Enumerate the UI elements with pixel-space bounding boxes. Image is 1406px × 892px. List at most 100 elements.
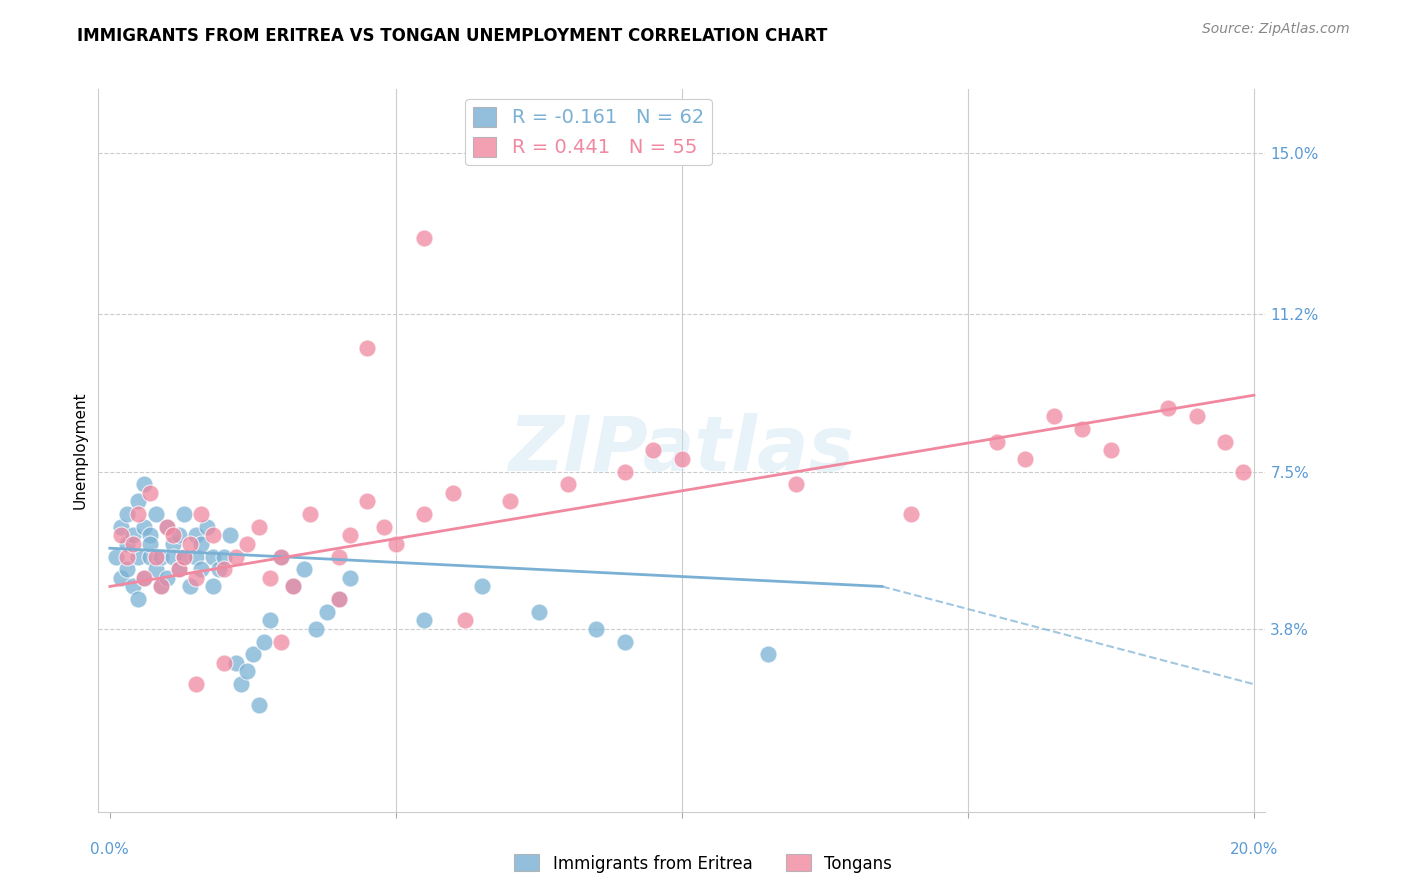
Point — [328, 549, 350, 564]
Point — [145, 549, 167, 564]
Point — [214, 549, 236, 564]
Point — [201, 549, 224, 564]
Point — [167, 562, 190, 576]
Text: Source: ZipAtlas.com: Source: ZipAtlas.com — [1202, 22, 1350, 37]
Point — [139, 549, 162, 564]
Point — [281, 579, 304, 593]
Point — [115, 549, 138, 564]
Point — [585, 622, 607, 636]
Point — [110, 528, 132, 542]
Point — [339, 528, 361, 542]
Point — [139, 528, 162, 542]
Point — [292, 562, 315, 576]
Point — [184, 571, 207, 585]
Point — [214, 656, 236, 670]
Point — [162, 537, 184, 551]
Point — [179, 537, 201, 551]
Point — [173, 507, 195, 521]
Point — [127, 494, 149, 508]
Point — [195, 520, 218, 534]
Point — [499, 494, 522, 508]
Legend: Immigrants from Eritrea, Tongans: Immigrants from Eritrea, Tongans — [508, 847, 898, 880]
Point — [413, 614, 436, 628]
Point — [316, 605, 339, 619]
Point — [1215, 434, 1237, 449]
Point — [139, 537, 162, 551]
Point — [613, 634, 636, 648]
Point — [184, 677, 207, 691]
Y-axis label: Unemployment: Unemployment — [72, 392, 87, 509]
Point — [201, 579, 224, 593]
Point — [190, 562, 212, 576]
Point — [156, 520, 179, 534]
Point — [173, 549, 195, 564]
Point — [134, 571, 156, 585]
Point — [373, 520, 395, 534]
Point — [242, 648, 264, 662]
Point — [110, 520, 132, 534]
Point — [441, 486, 464, 500]
Point — [167, 528, 190, 542]
Point — [356, 342, 378, 356]
Point — [214, 562, 236, 576]
Point — [145, 507, 167, 521]
Point — [1157, 401, 1180, 415]
Point — [231, 677, 253, 691]
Point — [156, 520, 179, 534]
Point — [115, 537, 138, 551]
Point — [259, 614, 281, 628]
Point — [643, 443, 665, 458]
Text: 20.0%: 20.0% — [1230, 842, 1278, 857]
Point — [207, 562, 229, 576]
Point — [225, 656, 247, 670]
Point — [1099, 443, 1122, 458]
Legend: R = -0.161   N = 62, R = 0.441   N = 55: R = -0.161 N = 62, R = 0.441 N = 55 — [465, 99, 711, 165]
Point — [471, 579, 494, 593]
Point — [385, 537, 408, 551]
Point — [184, 549, 207, 564]
Point — [756, 648, 779, 662]
Point — [1185, 409, 1208, 424]
Point — [1232, 465, 1254, 479]
Point — [121, 537, 143, 551]
Point — [247, 698, 270, 713]
Point — [127, 592, 149, 607]
Point — [413, 507, 436, 521]
Point — [145, 562, 167, 576]
Point — [900, 507, 922, 521]
Point — [127, 549, 149, 564]
Point — [179, 579, 201, 593]
Point — [1071, 422, 1094, 436]
Point — [121, 528, 143, 542]
Point — [173, 549, 195, 564]
Point — [785, 477, 807, 491]
Point — [150, 579, 173, 593]
Point — [139, 486, 162, 500]
Point — [150, 549, 173, 564]
Point — [557, 477, 579, 491]
Point — [127, 507, 149, 521]
Point — [162, 549, 184, 564]
Point — [190, 537, 212, 551]
Point — [305, 622, 328, 636]
Point — [281, 579, 304, 593]
Point — [115, 562, 138, 576]
Point — [270, 549, 292, 564]
Point — [121, 579, 143, 593]
Point — [339, 571, 361, 585]
Point — [236, 665, 259, 679]
Point — [134, 520, 156, 534]
Point — [247, 520, 270, 534]
Point — [1014, 452, 1036, 467]
Text: IMMIGRANTS FROM ERITREA VS TONGAN UNEMPLOYMENT CORRELATION CHART: IMMIGRANTS FROM ERITREA VS TONGAN UNEMPL… — [77, 27, 828, 45]
Text: ZIPatlas: ZIPatlas — [509, 414, 855, 487]
Point — [453, 614, 475, 628]
Point — [156, 571, 179, 585]
Point — [219, 528, 242, 542]
Point — [167, 562, 190, 576]
Point — [328, 592, 350, 607]
Point — [328, 592, 350, 607]
Point — [134, 571, 156, 585]
Point — [259, 571, 281, 585]
Point — [270, 634, 292, 648]
